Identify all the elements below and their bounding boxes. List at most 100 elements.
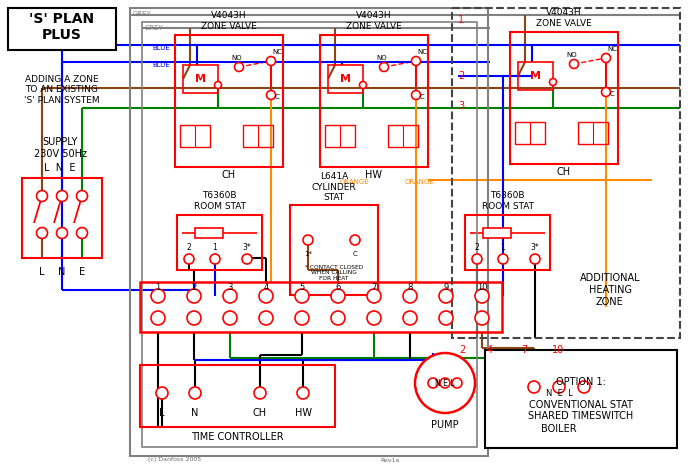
Circle shape: [528, 381, 540, 393]
Circle shape: [530, 254, 540, 264]
Text: L  N  E: L N E: [44, 163, 76, 173]
Text: 1: 1: [155, 284, 161, 292]
Bar: [195, 228, 223, 238]
Text: 3*: 3*: [531, 243, 540, 253]
Circle shape: [295, 289, 309, 303]
Circle shape: [602, 88, 611, 96]
Text: 2: 2: [475, 243, 480, 253]
Circle shape: [259, 289, 273, 303]
Text: PUMP: PUMP: [431, 420, 459, 430]
Circle shape: [254, 387, 266, 399]
Circle shape: [403, 311, 417, 325]
Text: C: C: [610, 91, 615, 97]
Circle shape: [189, 387, 201, 399]
Circle shape: [223, 289, 237, 303]
Bar: [325, 125, 355, 147]
Text: 6: 6: [335, 284, 341, 292]
Circle shape: [297, 387, 309, 399]
Circle shape: [367, 311, 381, 325]
Text: GREY: GREY: [133, 11, 152, 17]
Text: 1: 1: [501, 243, 505, 253]
Bar: [515, 122, 545, 144]
Bar: [142, 22, 477, 447]
Text: NO: NO: [232, 55, 242, 61]
Text: 2: 2: [458, 71, 464, 81]
Text: 2: 2: [191, 284, 197, 292]
Bar: [578, 122, 608, 144]
Text: 4: 4: [264, 284, 268, 292]
Circle shape: [350, 235, 360, 245]
Text: L: L: [39, 267, 45, 277]
Circle shape: [37, 227, 48, 239]
Text: BLUE: BLUE: [152, 45, 170, 51]
Bar: [183, 65, 218, 93]
Circle shape: [210, 254, 220, 264]
Text: 3*: 3*: [243, 243, 251, 253]
Text: L641A
CYLINDER
STAT: L641A CYLINDER STAT: [312, 172, 356, 202]
Text: SUPPLY
230V 50Hz: SUPPLY 230V 50Hz: [34, 137, 86, 159]
Text: M: M: [195, 74, 206, 84]
Circle shape: [187, 311, 201, 325]
Text: 7: 7: [371, 284, 377, 292]
Circle shape: [259, 311, 273, 325]
Text: 2: 2: [459, 345, 465, 355]
Circle shape: [77, 190, 88, 202]
Circle shape: [303, 235, 313, 245]
Bar: [290, 205, 378, 295]
Text: NC: NC: [417, 49, 427, 55]
Circle shape: [331, 289, 345, 303]
Circle shape: [215, 81, 221, 88]
Text: BLUE: BLUE: [152, 62, 170, 68]
Circle shape: [475, 289, 489, 303]
Bar: [388, 125, 418, 147]
Circle shape: [452, 378, 462, 388]
Text: N: N: [191, 408, 199, 418]
Text: N  E  L: N E L: [546, 388, 573, 397]
Text: E: E: [79, 267, 85, 277]
Bar: [243, 125, 273, 147]
Text: (c) Danfoss 2005: (c) Danfoss 2005: [148, 458, 201, 462]
Circle shape: [77, 227, 88, 239]
Circle shape: [498, 254, 508, 264]
Circle shape: [411, 57, 420, 66]
Text: 1*: 1*: [304, 251, 312, 257]
Text: V4043H
ZONE VALVE: V4043H ZONE VALVE: [201, 11, 257, 31]
Text: 1: 1: [458, 15, 464, 25]
Circle shape: [411, 90, 420, 100]
Text: V4043H
ZONE VALVE: V4043H ZONE VALVE: [536, 8, 592, 28]
Bar: [175, 35, 283, 167]
Text: N: N: [59, 267, 66, 277]
Bar: [140, 282, 502, 332]
Text: 3: 3: [458, 101, 464, 111]
Text: 3: 3: [227, 284, 233, 292]
Circle shape: [187, 289, 201, 303]
Circle shape: [151, 311, 165, 325]
Text: NC: NC: [272, 49, 282, 55]
Text: CH: CH: [253, 408, 267, 418]
Bar: [22, 178, 102, 258]
Text: N E L: N E L: [435, 379, 455, 388]
Text: 7: 7: [521, 345, 527, 355]
Text: 8: 8: [407, 284, 413, 292]
Text: M: M: [530, 71, 541, 81]
Text: GREY: GREY: [145, 25, 164, 31]
Circle shape: [380, 63, 388, 72]
Text: 'S' PLAN
PLUS: 'S' PLAN PLUS: [30, 12, 95, 42]
Text: * CONTACT CLOSED
WHEN CALLING
FOR HEAT: * CONTACT CLOSED WHEN CALLING FOR HEAT: [305, 265, 363, 281]
Circle shape: [367, 289, 381, 303]
Text: HW: HW: [366, 170, 382, 180]
Bar: [485, 350, 677, 448]
Circle shape: [57, 227, 68, 239]
Circle shape: [156, 387, 168, 399]
Circle shape: [151, 289, 165, 303]
Bar: [328, 65, 363, 93]
Text: CH: CH: [557, 167, 571, 177]
Text: 1: 1: [213, 243, 217, 253]
Circle shape: [359, 81, 366, 88]
Circle shape: [266, 57, 275, 66]
Circle shape: [428, 378, 438, 388]
Bar: [177, 215, 262, 270]
Text: ADDING A ZONE
TO AN EXISTING
'S' PLAN SYSTEM: ADDING A ZONE TO AN EXISTING 'S' PLAN SY…: [24, 75, 100, 105]
Circle shape: [549, 79, 557, 86]
Bar: [483, 228, 511, 238]
